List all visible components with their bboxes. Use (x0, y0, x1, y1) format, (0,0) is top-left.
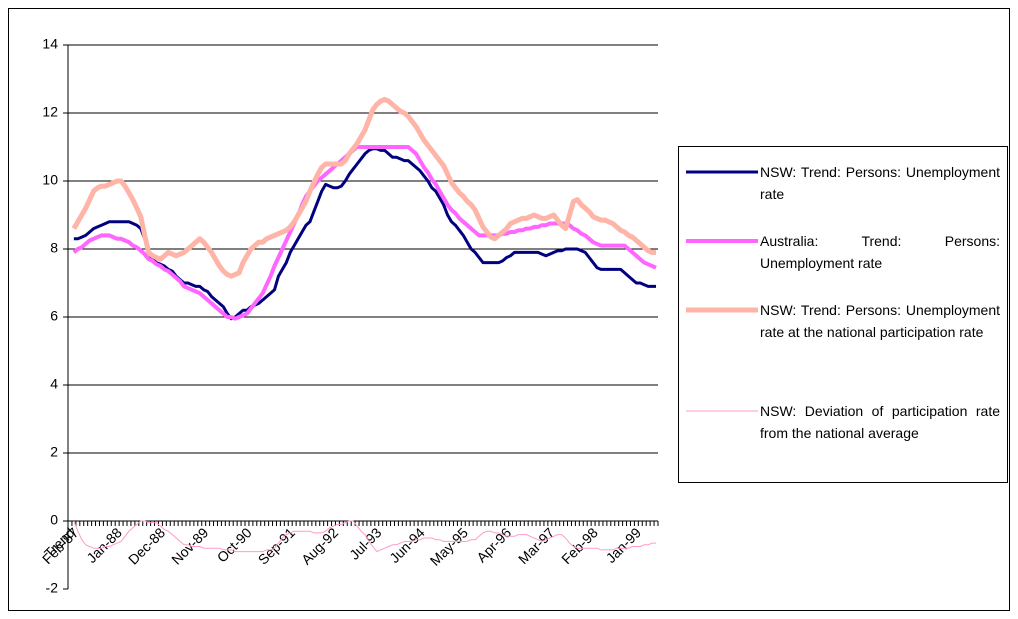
x-tick-label: Feb-98 (558, 524, 601, 567)
series-line (72, 145, 657, 321)
y-tick-label: 10 (42, 172, 58, 188)
x-tick-label: Jan-88 (83, 524, 125, 566)
legend: NSW: Trend: Persons: Unemployment rate Au… (678, 146, 1008, 483)
chart-border (8, 8, 1010, 611)
legend-swatch (686, 307, 758, 313)
x-tick-label: Dec-88 (125, 524, 168, 567)
series-line (73, 520, 657, 553)
y-tick-label: -2 (46, 580, 59, 596)
legend-swatch (686, 170, 758, 174)
y-tick-label: 0 (50, 512, 58, 528)
x-tick-label: Apr-96 (473, 524, 514, 565)
series-line (71, 96, 657, 279)
x-tick-label: May-95 (427, 524, 471, 568)
y-tick-label: 4 (50, 376, 58, 392)
legend-label: NSW: Deviation of participation rate fro… (760, 403, 1000, 441)
legend-label: Australia: Trend: Persons: Unemployment … (760, 233, 1000, 271)
x-tick-label: Jul-93 (346, 524, 384, 562)
legend-swatch (686, 410, 758, 412)
y-tick-label: 14 (42, 36, 58, 52)
x-tick-label: Jan-99 (603, 524, 645, 566)
legend-label: NSW: Trend: Persons: Unemployment rate a… (760, 302, 1000, 340)
legend-label: NSW: Trend: Persons: Unemployment rate (760, 164, 1000, 202)
y-tick-label: 8 (50, 240, 58, 256)
legend-swatch (686, 239, 758, 243)
series-line (73, 147, 657, 321)
y-tick-label: 6 (50, 308, 58, 324)
x-tick-label: Oct-90 (214, 524, 255, 565)
y-tick-label: 2 (50, 444, 58, 460)
y-tick-label: 12 (42, 104, 58, 120)
x-tick-label: Mar-97 (515, 524, 558, 567)
